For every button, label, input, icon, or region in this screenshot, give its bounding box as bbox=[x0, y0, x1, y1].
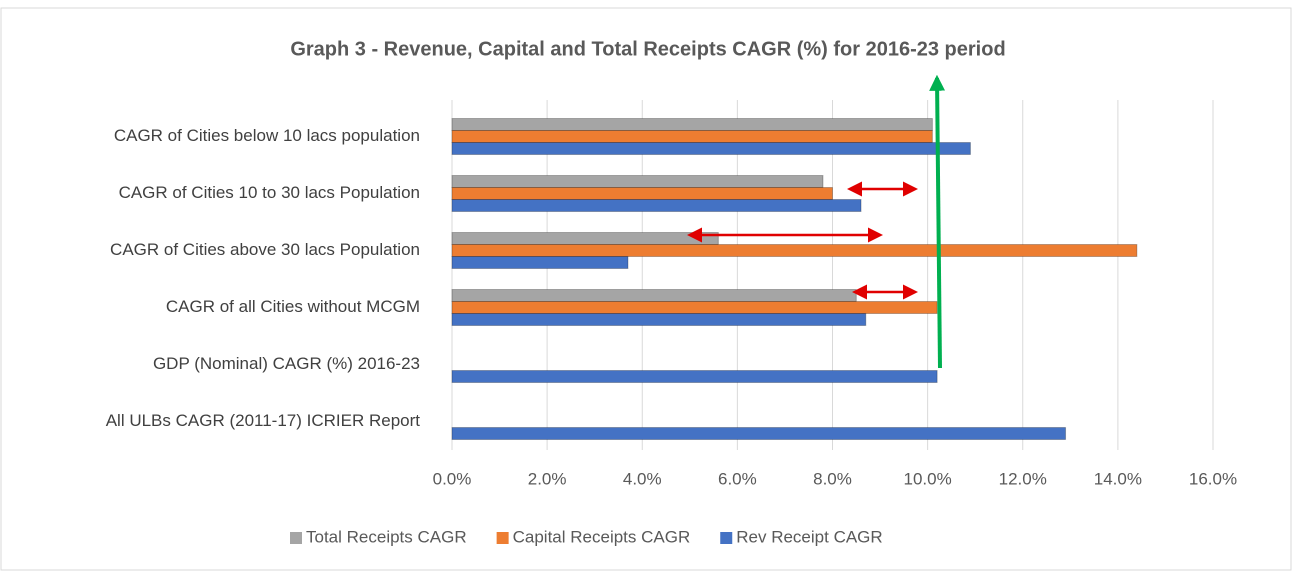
legend-swatch bbox=[290, 532, 302, 544]
category-label: CAGR of all Cities without MCGM bbox=[166, 297, 420, 316]
x-tick-label: 8.0% bbox=[813, 469, 852, 488]
bar bbox=[451, 256, 629, 269]
bar bbox=[451, 199, 862, 212]
green-arrow bbox=[929, 74, 946, 369]
chart-title: Graph 3 - Revenue, Capital and Total Rec… bbox=[290, 38, 1005, 60]
legend-swatch bbox=[496, 532, 509, 544]
bar bbox=[451, 142, 971, 155]
x-tick-label: 4.0% bbox=[623, 469, 662, 488]
x-tick-label: 14.0% bbox=[1094, 469, 1142, 488]
x-tick-label: 6.0% bbox=[718, 469, 757, 488]
bar bbox=[451, 118, 933, 131]
category-label: CAGR of Cities above 30 lacs Population bbox=[110, 240, 420, 259]
category-label: CAGR of Cities below 10 lacs population bbox=[114, 126, 420, 145]
bar bbox=[451, 370, 938, 383]
x-tick-label: 2.0% bbox=[528, 469, 567, 488]
legend-swatch bbox=[720, 532, 733, 544]
legend-label: Rev Receipt CAGR bbox=[736, 527, 882, 546]
bar bbox=[451, 427, 1067, 440]
bar bbox=[451, 232, 719, 245]
category-label: GDP (Nominal) CAGR (%) 2016-23 bbox=[153, 354, 420, 373]
x-tick-label: 12.0% bbox=[999, 469, 1047, 488]
category-label: CAGR of Cities 10 to 30 lacs Population bbox=[119, 183, 420, 202]
legend-label: Capital Receipts CAGR bbox=[513, 527, 691, 546]
plot-area: 0.0% 2.0% 4.0% 6.0% 8.0% 10.0% 12.0% 14.0% 16.0%… bbox=[106, 100, 1237, 546]
legend-label: Total Receipts CAGR bbox=[306, 527, 467, 546]
x-tick-label: 10.0% bbox=[904, 469, 952, 488]
category-label: All ULBs CAGR (2011-17) ICRIER Report bbox=[106, 411, 421, 430]
bar bbox=[451, 301, 938, 314]
x-tick-label: 16.0% bbox=[1189, 469, 1237, 488]
chart-frame bbox=[0, 7, 1292, 571]
annotations bbox=[687, 74, 946, 369]
bar bbox=[451, 244, 1138, 257]
bar bbox=[451, 187, 833, 200]
bar bbox=[451, 313, 867, 326]
bar bbox=[451, 130, 933, 143]
x-tick-label: 0.0% bbox=[433, 469, 472, 488]
bar bbox=[451, 289, 857, 302]
bar bbox=[451, 175, 824, 188]
